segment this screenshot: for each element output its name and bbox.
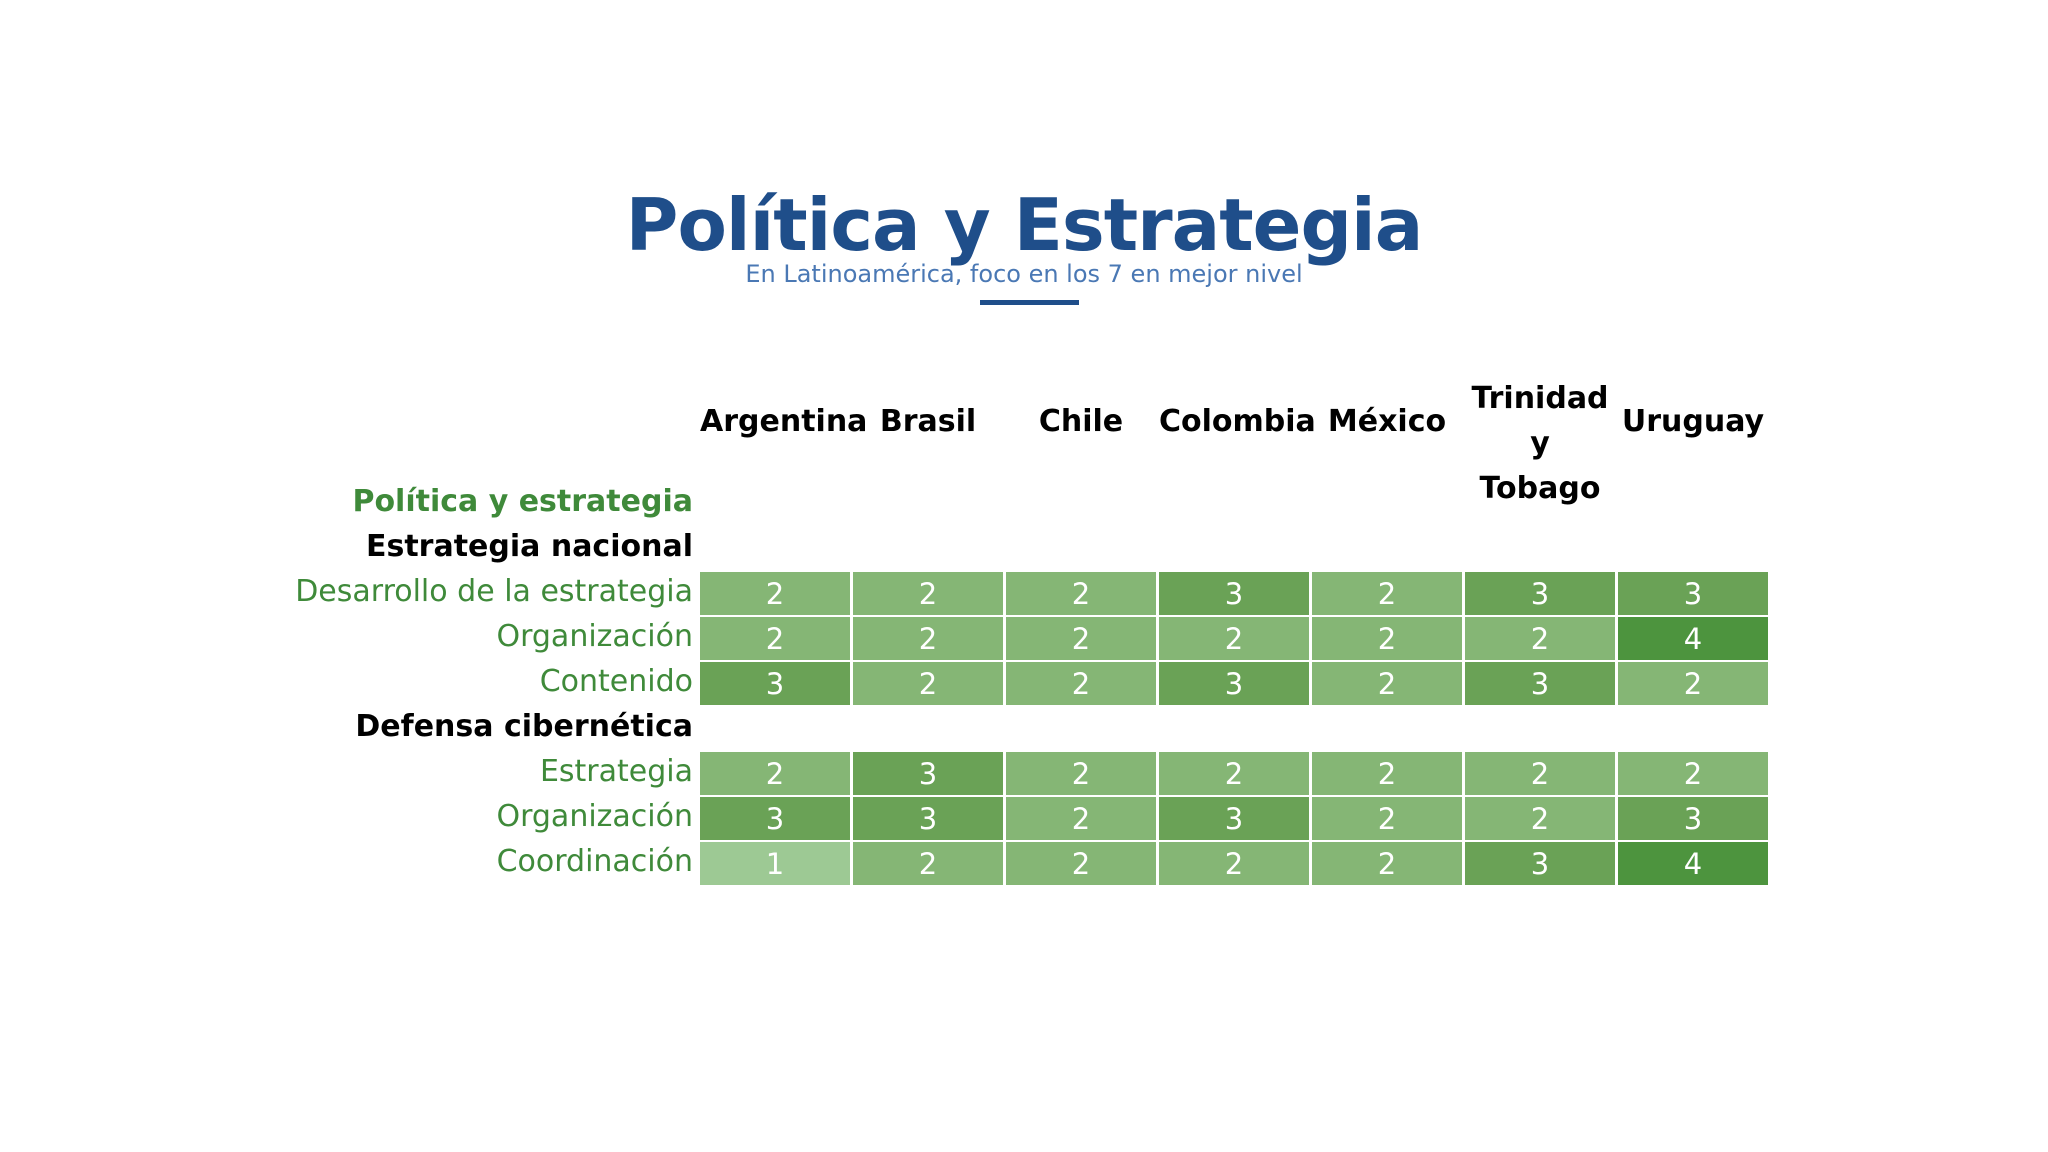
heatmap-cell: 2	[853, 572, 1005, 617]
heatmap-cell: 3	[1465, 842, 1617, 887]
column-header: Chile	[1038, 404, 1124, 439]
row-label: Organización	[496, 619, 693, 654]
heatmap-cell: 2	[1618, 752, 1770, 797]
heatmap-cell: 2	[1159, 752, 1311, 797]
heatmap-cell: 2	[700, 752, 852, 797]
heatmap-cell: 3	[1159, 662, 1311, 707]
column-header: Colombia	[1159, 404, 1316, 439]
row-label: Estrategia	[539, 754, 693, 789]
heatmap-cell: 2	[1618, 662, 1770, 707]
row-label: Coordinación	[496, 844, 693, 879]
heatmap-cell: 3	[853, 797, 1005, 842]
heatmap-cell: 2	[1312, 797, 1464, 842]
heatmap-cell: 2	[1159, 842, 1311, 887]
heatmap-cell: 2	[1312, 572, 1464, 617]
heatmap-cell: 2	[1006, 662, 1158, 707]
heatmap-cell: 3	[1618, 572, 1770, 617]
heatmap-cell: 3	[1465, 572, 1617, 617]
heatmap-cell: 3	[1159, 572, 1311, 617]
heatmap-cell: 2	[700, 572, 852, 617]
page-subtitle: En Latinoamérica, foco en los 7 en mejor…	[745, 260, 1303, 288]
heatmap-cell: 2	[1465, 752, 1617, 797]
heatmap-cell: 2	[1465, 797, 1617, 842]
column-header: Uruguay	[1621, 404, 1765, 439]
column-header: México	[1327, 404, 1447, 439]
row-label: Desarrollo de la estrategia	[295, 574, 693, 609]
heatmap-cell: 2	[1159, 617, 1311, 662]
group-label: Estrategia nacional	[365, 529, 693, 564]
heatmap-cell: 2	[1006, 842, 1158, 887]
heatmap-cell: 2	[1006, 617, 1158, 662]
heatmap-cell: 2	[853, 842, 1005, 887]
heatmap-cell: 2	[1465, 617, 1617, 662]
heatmap-cell: 2	[1312, 842, 1464, 887]
column-header: Argentina	[700, 404, 868, 439]
heatmap-cell: 3	[1465, 662, 1617, 707]
row-label: Contenido	[539, 664, 693, 699]
heatmap-cell: 2	[853, 617, 1005, 662]
heatmap-cell: 2	[700, 617, 852, 662]
column-header: y Tobago	[1479, 426, 1601, 506]
column-header: Trinidad	[1471, 381, 1609, 416]
heatmap-cell: 2	[1006, 797, 1158, 842]
heatmap-cell: 3	[853, 752, 1005, 797]
heatmap-cell: 2	[1006, 572, 1158, 617]
heatmap-cell: 2	[1312, 662, 1464, 707]
heatmap-cell: 2	[1312, 752, 1464, 797]
heatmap-cell: 3	[700, 662, 852, 707]
heatmap-cell: 3	[700, 797, 852, 842]
heatmap-cell: 4	[1618, 617, 1770, 662]
heatmap-cell: 4	[1618, 842, 1770, 887]
heatmap-cell: 2	[1006, 752, 1158, 797]
heatmap-cell: 3	[1159, 797, 1311, 842]
heatmap-cell: 1	[700, 842, 852, 887]
section-label: Política y estrategia	[352, 484, 693, 519]
heatmap-cell: 2	[1312, 617, 1464, 662]
title-underline	[980, 300, 1079, 305]
group-label: Defensa cibernética	[355, 709, 693, 744]
heatmap-cell: 3	[1618, 797, 1770, 842]
page-title: Política y Estrategia	[625, 183, 1424, 267]
column-header: Brasil	[879, 404, 977, 439]
heatmap-cell: 2	[853, 662, 1005, 707]
row-label: Organización	[496, 799, 693, 834]
